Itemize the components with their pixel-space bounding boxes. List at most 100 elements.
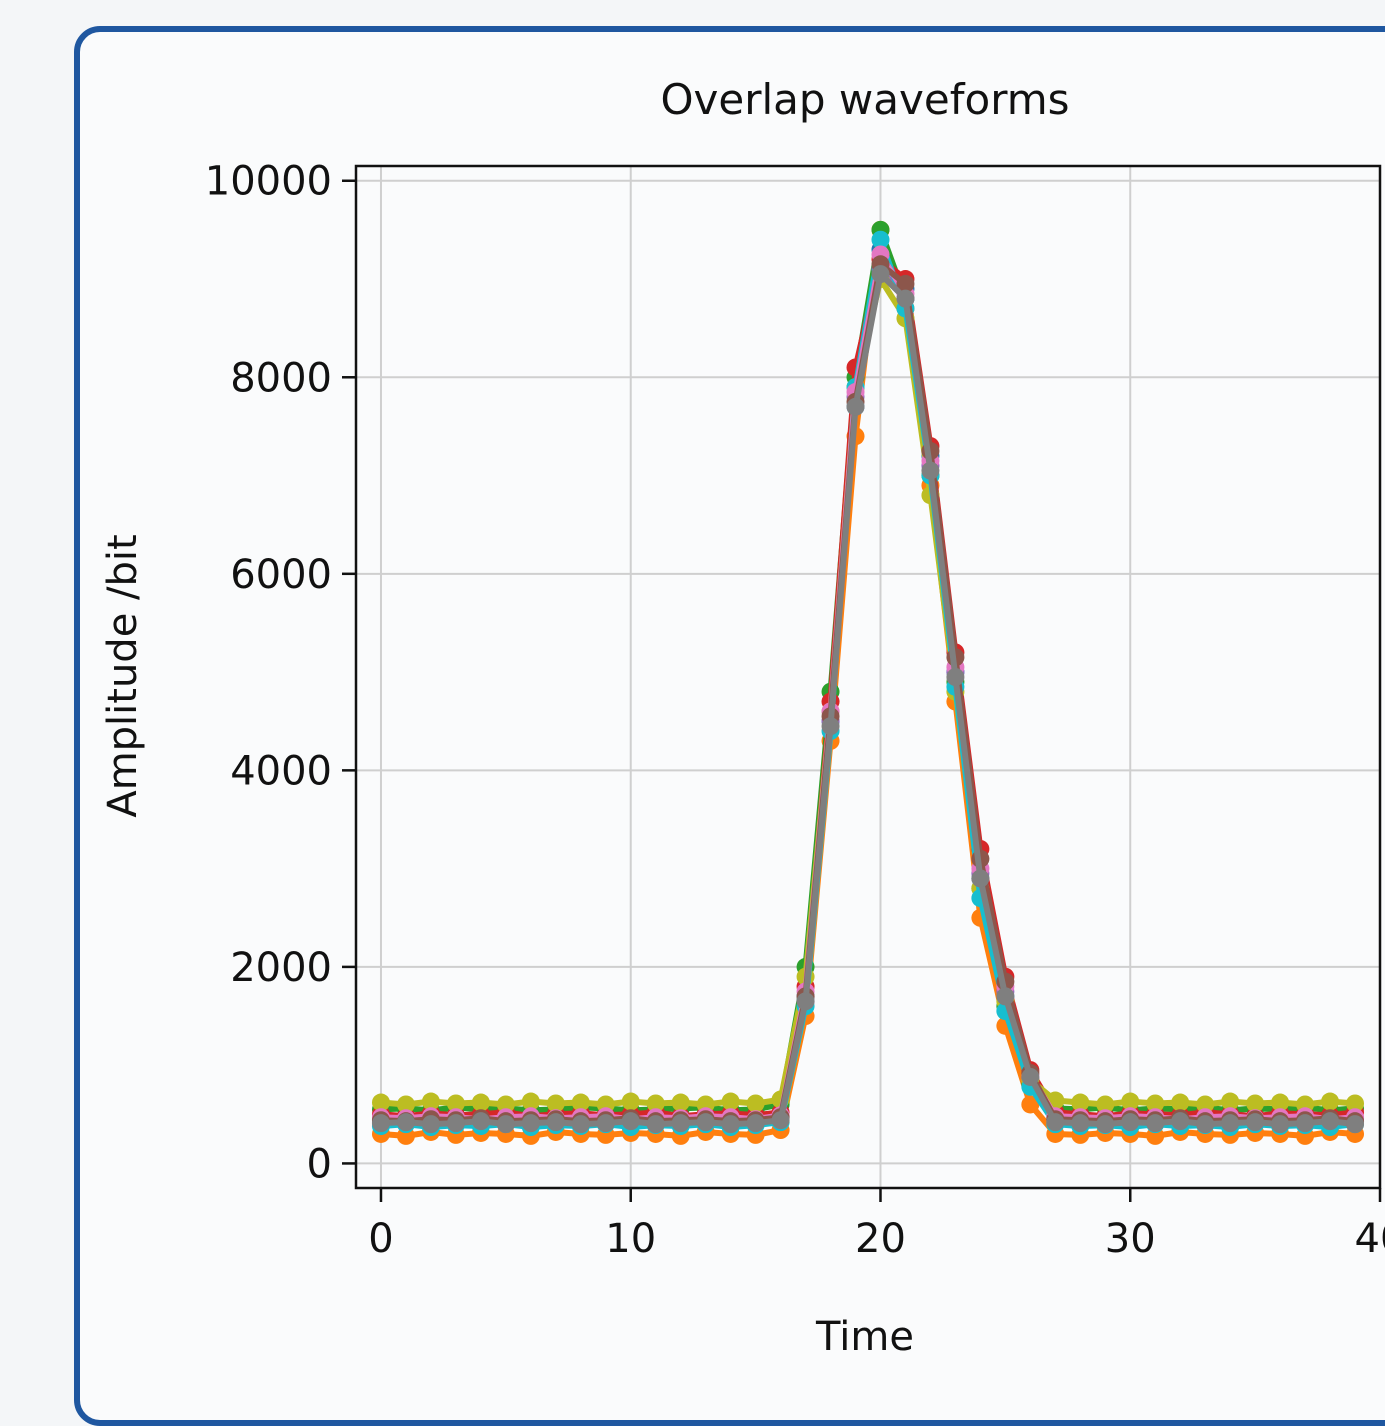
data-point [621, 1112, 640, 1131]
series-line [380, 271, 1356, 1128]
data-point [646, 1094, 665, 1113]
chart-panel [74, 26, 1385, 1426]
data-point [1321, 1092, 1340, 1111]
data-point [1246, 1094, 1265, 1113]
y-tick-label: 10000 [205, 159, 332, 205]
data-point [1021, 1095, 1040, 1114]
data-point [396, 1113, 415, 1132]
series-4 [371, 250, 1365, 1126]
data-point [946, 668, 965, 686]
data-point [421, 1092, 440, 1111]
data-point [746, 1114, 765, 1133]
series-7 [371, 230, 1365, 1137]
data-point [721, 1115, 740, 1134]
data-point [1346, 1115, 1365, 1134]
chart-title: Overlap waveforms [660, 75, 1069, 124]
data-point [771, 1111, 790, 1130]
series-line [380, 266, 1356, 1127]
data-point [1271, 1115, 1290, 1134]
y-tick-label: 6000 [230, 552, 332, 598]
data-point [1221, 1114, 1240, 1133]
data-point [446, 1094, 465, 1113]
x-tick-label: 30 [1105, 1216, 1156, 1262]
data-point [396, 1095, 415, 1114]
data-point [571, 1093, 590, 1112]
data-point [971, 869, 990, 888]
data-point [621, 1092, 640, 1111]
data-point [471, 1093, 490, 1112]
series-9 [371, 255, 1365, 1131]
data-point [821, 717, 840, 736]
data-point [796, 992, 815, 1011]
data-point [671, 1114, 690, 1133]
series-group [371, 220, 1365, 1145]
y-tick-label: 0 [307, 1141, 332, 1187]
ticks: 0 10 20 30 40 0 2000 4000 6000 8000 10000 [205, 159, 1385, 1262]
data-point [371, 1114, 390, 1133]
data-point [671, 1093, 690, 1112]
data-point [746, 1094, 765, 1113]
data-point [1271, 1093, 1290, 1112]
data-point [1096, 1115, 1115, 1134]
data-point [871, 265, 890, 284]
series-line [380, 256, 1356, 1120]
data-point [546, 1094, 565, 1113]
data-point [546, 1113, 565, 1132]
data-point [846, 397, 865, 416]
data-point [1246, 1113, 1265, 1132]
data-point [1121, 1113, 1140, 1132]
x-tick-label: 10 [605, 1216, 656, 1262]
y-axis-label: Amplitude /bit [100, 534, 146, 817]
series-line [380, 251, 1356, 1123]
data-point [421, 1115, 440, 1134]
series-1 [371, 240, 1365, 1132]
data-point [1021, 1067, 1040, 1086]
plot-frame [354, 164, 1382, 1190]
data-point [471, 1112, 490, 1131]
data-point [1296, 1114, 1315, 1133]
series-line [380, 276, 1356, 1108]
data-point [521, 1092, 540, 1111]
data-point [1321, 1112, 1340, 1131]
data-point [896, 274, 915, 293]
x-axis-label: Time [815, 1314, 914, 1360]
series-line [380, 226, 1356, 1139]
data-point [371, 1093, 390, 1112]
data-point [496, 1095, 515, 1114]
x-tick-label: 0 [368, 1216, 393, 1262]
y-tick-label: 4000 [230, 748, 332, 794]
data-point [696, 1113, 715, 1132]
data-point [446, 1114, 465, 1133]
data-point [1346, 1094, 1365, 1113]
series-6 [371, 270, 1365, 1114]
data-point [646, 1115, 665, 1134]
x-tick-label: 40 [1355, 1216, 1385, 1262]
data-point [721, 1092, 740, 1111]
series-5 [371, 260, 1365, 1133]
data-point [1121, 1092, 1140, 1111]
data-point [1146, 1094, 1165, 1113]
data-point [571, 1115, 590, 1134]
series-line [380, 261, 1356, 1125]
data-point [996, 987, 1015, 1006]
series-line [380, 236, 1356, 1131]
data-point [871, 230, 890, 249]
data-point [1171, 1093, 1190, 1112]
series-line [380, 226, 1356, 1114]
series-2 [371, 220, 1365, 1145]
data-point [1071, 1114, 1090, 1133]
series-10 [371, 265, 1365, 1134]
data-point [1046, 1113, 1065, 1132]
data-point [1196, 1115, 1215, 1134]
data-point [1096, 1095, 1115, 1114]
data-point [1171, 1112, 1190, 1131]
data-point [896, 289, 915, 308]
data-point [921, 461, 940, 480]
data-point [1196, 1095, 1215, 1114]
data-point [1221, 1092, 1240, 1111]
data-point [496, 1115, 515, 1134]
waveform-chart: 0 10 20 30 40 0 2000 4000 6000 8000 10000 Overlap … [100, 75, 1385, 1360]
data-point [521, 1114, 540, 1133]
x-tick-label: 20 [855, 1216, 906, 1262]
data-point [596, 1114, 615, 1133]
